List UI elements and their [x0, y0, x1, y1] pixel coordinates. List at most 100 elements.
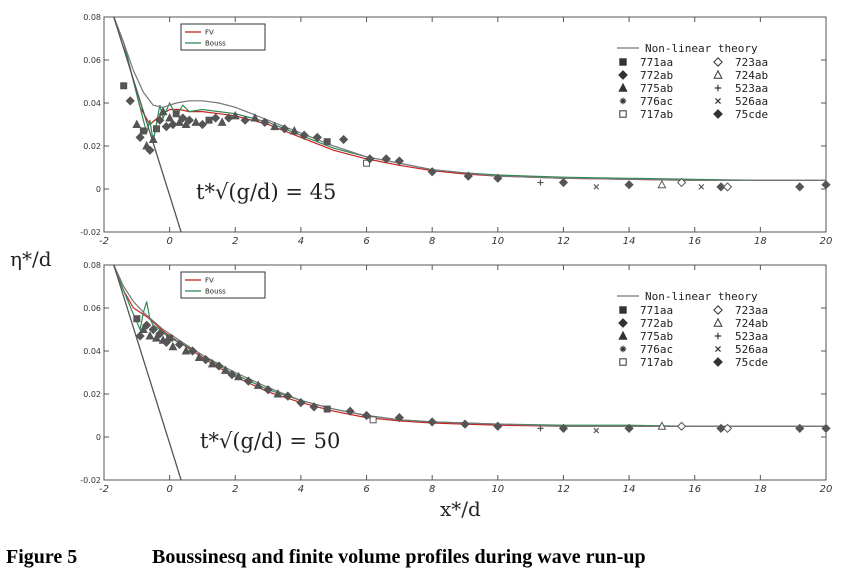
data-point — [821, 180, 831, 190]
data-point — [135, 331, 145, 341]
data-point — [148, 134, 158, 144]
figure-caption-text: Boussinesq and finite volume profiles du… — [152, 546, 646, 568]
legend-entry-label: 723aa — [735, 304, 768, 317]
data-point — [323, 405, 331, 413]
data-point — [309, 402, 319, 412]
data-point — [676, 177, 687, 188]
x-axis-label: x*/d — [440, 497, 481, 521]
data-point — [338, 134, 349, 145]
legend-marker — [714, 332, 722, 340]
legend-entry-label: 771aa — [640, 304, 673, 317]
data-point — [153, 125, 161, 133]
x-tick-label: 10 — [491, 484, 504, 495]
data-point — [463, 171, 473, 181]
data-point — [250, 113, 260, 122]
legend-marker — [618, 82, 628, 92]
data-point — [270, 121, 280, 131]
data-point — [148, 324, 158, 335]
legend-entry-label: 717ab — [640, 108, 673, 121]
legend-entry-label: 776ac — [640, 95, 673, 108]
data-point — [158, 106, 168, 116]
data-point — [132, 119, 142, 128]
data-point — [125, 96, 135, 106]
data-point — [139, 127, 147, 135]
data-point — [168, 119, 178, 130]
x-tick-label: 14 — [623, 236, 636, 247]
data-point — [161, 122, 171, 132]
data-point — [194, 352, 204, 361]
data-point — [263, 385, 273, 395]
data-point — [394, 413, 404, 423]
data-point — [155, 329, 165, 339]
legend-marker — [619, 306, 627, 314]
legend-marker — [713, 109, 723, 119]
data-point — [178, 113, 188, 123]
legend-marker — [713, 357, 723, 367]
legend-entry-label: 775ab — [640, 82, 673, 95]
y-tick-label: 0 — [96, 433, 101, 442]
data-point — [624, 180, 634, 190]
bouss-legend-label: Bouss — [205, 40, 226, 48]
legend-entry-label: 724ab — [735, 317, 768, 330]
data-point — [197, 119, 208, 130]
plot-frame — [103, 16, 827, 233]
x-tick-label: 4 — [298, 484, 304, 495]
data-point — [493, 173, 503, 183]
x-tick-label: 10 — [491, 236, 504, 247]
data-point — [166, 334, 174, 342]
data-point — [657, 421, 667, 430]
bouss-legend-label: Bouss — [205, 288, 226, 296]
fv-legend-label: FV — [205, 277, 214, 285]
data-point — [175, 117, 184, 126]
fv-legend-label: FV — [205, 29, 214, 37]
y-tick-label: 0.08 — [83, 261, 101, 270]
x-tick-label: 0 — [166, 236, 172, 247]
data-point — [381, 154, 391, 164]
model-legend-box — [180, 23, 266, 51]
legend-entry-label: 75cde — [735, 108, 768, 121]
legend-marker — [619, 97, 627, 105]
data-point — [716, 182, 726, 192]
data-point — [345, 406, 355, 416]
data-point — [181, 346, 191, 355]
data-point — [217, 117, 227, 126]
data-point — [795, 423, 805, 434]
x-tick-label: 16 — [688, 236, 701, 247]
data-point — [369, 416, 377, 424]
data-point — [155, 115, 165, 125]
data-point — [145, 145, 155, 155]
data-point — [145, 330, 155, 340]
legend-marker — [715, 346, 721, 352]
data-point — [657, 179, 667, 189]
x-tick-label: 16 — [688, 484, 701, 495]
data-point — [698, 184, 705, 190]
x-tick-label: 8 — [429, 236, 435, 247]
data-point — [191, 117, 201, 126]
data-point — [365, 154, 375, 164]
data-point — [558, 177, 569, 188]
data-point — [174, 339, 185, 350]
data-point — [165, 113, 175, 122]
x-tick-label: 12 — [557, 236, 570, 247]
data-point — [142, 320, 152, 330]
data-point — [273, 389, 283, 398]
data-point — [230, 110, 240, 120]
legend-entry-label: 772ab — [640, 69, 673, 82]
figure-number: Figure 5 — [6, 546, 78, 568]
legend-marker — [618, 330, 628, 340]
time-annotation: t*√(g/d) = 45 — [196, 180, 336, 204]
x-tick-label: 8 — [429, 484, 435, 495]
legend-entry-label: 523aa — [735, 330, 768, 343]
data-point — [260, 117, 270, 127]
legend-entry-label: 523aa — [735, 82, 768, 95]
legend-marker — [619, 110, 627, 118]
x-tick-label: 20 — [820, 236, 833, 247]
x-tick-label: -2 — [99, 236, 109, 247]
data-point — [296, 397, 306, 408]
data-point — [289, 125, 299, 135]
x-tick-label: 6 — [363, 484, 369, 495]
chart-panel-top: -0.02 0 0.02 0.04 0.06 0.08 -2 0 2 4 6 8 10 12 14 16 18 2… — [80, 13, 832, 247]
y-tick-label: 0 — [96, 185, 101, 194]
data-point — [207, 358, 217, 368]
legend-marker — [618, 70, 628, 80]
